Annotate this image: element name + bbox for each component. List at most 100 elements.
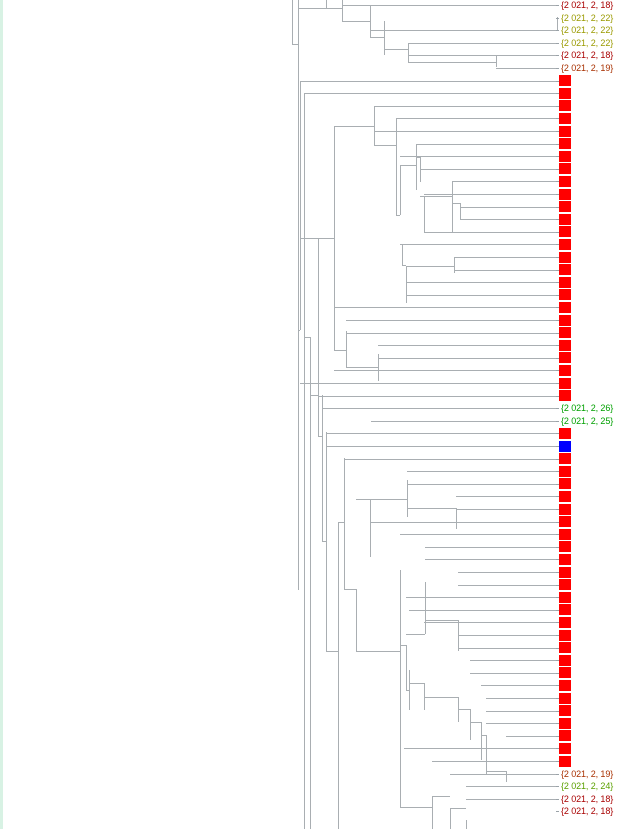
leaf-marker-red [559,566,571,578]
leaf-connector [556,723,559,725]
leaf-marker-red [559,327,571,339]
leaf-connector [556,647,559,649]
leaf-connector [556,370,559,372]
leaf-connector [556,521,559,523]
leaf-marker-red [559,705,571,717]
leaf-connector [556,446,559,447]
leaf-marker-red [559,100,571,112]
leaf-marker-red [559,642,571,654]
leaf-connector [556,672,559,674]
leaf-marker-red [559,188,571,200]
leaf-marker-red [559,112,571,124]
leaf-connector [556,559,559,561]
leaf-connector [556,433,559,435]
leaf-connector [556,635,559,636]
leaf-date-label: {2 021, 2, 18} [561,806,614,817]
leaf-connector [556,584,559,586]
leaf-connector [556,748,559,750]
leaf-connector [556,194,559,195]
leaf-connector [556,622,559,624]
leaf-connector [556,332,559,334]
leaf-connector [556,534,559,536]
leaf-marker-red [559,427,571,439]
leaf-connector [556,546,559,548]
leaf-marker-red [559,138,571,150]
leaf-marker-red [559,553,571,565]
leaf-marker-blue [559,440,571,452]
leaf-marker-red [559,503,571,515]
leaf-date-label: {2 021, 2, 18} [561,50,614,61]
leaf-marker-red [559,301,571,313]
leaf-date-label: {2 021, 2, 26} [561,403,614,414]
leaf-marker-red [559,616,571,628]
leaf-marker-red [559,226,571,238]
leaf-marker-red [559,528,571,540]
leaf-marker-red [559,717,571,729]
leaf-connector [556,17,559,19]
leaf-connector [556,131,559,132]
leaf-connector [556,761,559,762]
leaf-connector [556,231,559,233]
leaf-marker-red [559,579,571,591]
leaf-connector [556,798,559,800]
leaf-marker-red [559,679,571,691]
leaf-marker-red [559,390,571,402]
leaf-connector [556,320,559,321]
leaf-connector [556,509,559,510]
leaf-connector [556,143,559,145]
leaf-marker-red [559,352,571,364]
leaf-connector [556,244,559,246]
leaf-connector [556,105,559,107]
leaf-date-label: {2 021, 2, 18} [561,793,614,804]
leaf-date-label: {2 021, 2, 19} [561,63,614,73]
leaf-date-label: {2 021, 2, 22} [561,25,614,36]
leaf-marker-red [559,730,571,742]
leaf-marker-red [559,591,571,603]
leaf-marker-red [559,453,571,465]
leaf-connector [556,80,559,82]
leaf-connector [556,483,559,485]
leaf-marker-red [559,541,571,553]
leaf-connector [556,420,559,422]
leaf-connector [556,357,559,359]
leaf-marker-red [559,87,571,99]
leaf-connector [556,786,559,788]
leaf-connector [556,206,559,208]
leaf-connector [556,282,559,284]
leaf-connector [556,42,559,44]
leaf-connector [556,156,559,158]
leaf-marker-red [559,490,571,502]
leaf-connector [556,572,559,573]
leaf-connector [556,710,559,712]
leaf-connector [556,773,559,775]
leaf-connector [556,496,559,498]
leaf-connector [556,181,559,183]
leaf-connector [556,68,559,69]
leaf-marker-red [559,238,571,250]
leaf-connector [556,609,559,611]
leaf-marker-red [559,289,571,301]
leaf-marker-red [559,163,571,175]
leaf-marker-red [559,692,571,704]
leaf-marker-red [559,150,571,162]
leaf-marker-red [559,75,571,87]
leaf-connector [556,93,559,95]
leaf-connector [556,257,559,258]
leaf-connector [556,408,559,410]
leaf-connector [556,118,559,120]
leaf-marker-red [559,604,571,616]
leaf-date-label: {2 021, 2, 25} [561,415,614,426]
leaf-connector [556,294,559,296]
leaf-connector [556,30,559,32]
leaf-connector [556,168,559,170]
leaf-date-label: {2 021, 2, 18} [561,0,614,10]
leaf-connector [556,811,559,813]
leaf-marker-red [559,175,571,187]
leaf-marker-red [559,667,571,679]
leaf-marker-red [559,364,571,376]
leaf-connector [556,383,559,384]
leaf-connector [556,55,559,57]
leaf-date-label: {2 021, 2, 22} [561,37,614,48]
leaf-marker-red [559,264,571,276]
